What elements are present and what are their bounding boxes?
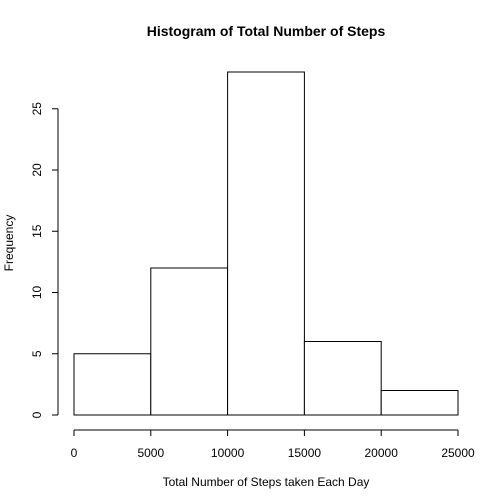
x-axis-label: Total Number of Steps taken Each Day: [163, 475, 370, 489]
histogram-bar-3: [303, 341, 382, 416]
y-tick-label-4: 20: [30, 163, 44, 177]
histogram-bar-4: [380, 390, 459, 416]
y-tick-label-3: 15: [30, 224, 44, 238]
histogram-bar-1: [150, 267, 229, 416]
x-tick-label-2: 10000: [211, 446, 245, 460]
y-tick-label-1: 5: [30, 350, 44, 357]
bars-group: [73, 71, 459, 416]
x-tick-label-0: 0: [71, 446, 78, 460]
x-tick-label-3: 15000: [288, 446, 322, 460]
x-axis: 0 5000 10000 15000 20000 25000: [71, 429, 475, 460]
x-tick-label-4: 20000: [365, 446, 399, 460]
x-tick-label-1: 5000: [137, 446, 164, 460]
x-tick-label-5: 25000: [441, 446, 475, 460]
y-tick-label-2: 10: [30, 286, 44, 300]
chart-title: Histogram of Total Number of Steps: [147, 23, 386, 39]
y-axis-label: Frequency: [2, 215, 16, 272]
histogram-bar-0: [73, 353, 152, 416]
histogram-bar-2: [227, 71, 305, 416]
y-tick-label-5: 25: [30, 102, 44, 116]
y-axis: 0 5 10 15 20 25: [30, 102, 59, 418]
y-tick-label-0: 0: [30, 411, 44, 418]
